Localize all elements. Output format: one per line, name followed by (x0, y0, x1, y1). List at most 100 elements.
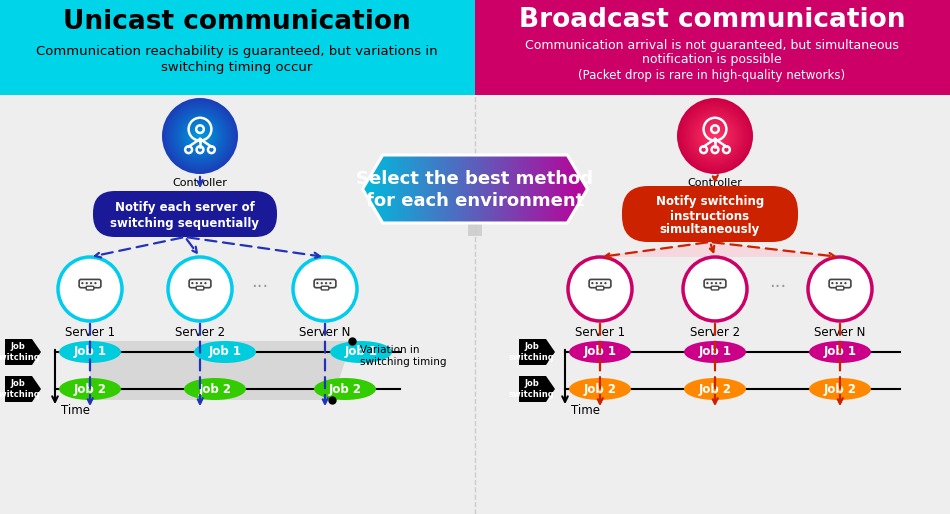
FancyBboxPatch shape (197, 286, 204, 290)
Polygon shape (595, 242, 840, 257)
Text: Time: Time (61, 405, 90, 417)
Text: Notify switching: Notify switching (656, 195, 764, 209)
FancyBboxPatch shape (622, 186, 798, 242)
Circle shape (184, 120, 216, 152)
Circle shape (316, 282, 318, 284)
Circle shape (320, 282, 323, 284)
Circle shape (191, 282, 194, 284)
FancyBboxPatch shape (79, 280, 101, 288)
Ellipse shape (330, 341, 392, 363)
Circle shape (713, 135, 716, 137)
Circle shape (682, 103, 748, 169)
Circle shape (171, 106, 229, 166)
Circle shape (164, 100, 236, 172)
Circle shape (197, 132, 203, 140)
Circle shape (189, 125, 211, 147)
Circle shape (190, 126, 210, 146)
Text: ···: ··· (770, 278, 787, 296)
Text: Variation in: Variation in (360, 345, 420, 355)
Circle shape (706, 282, 709, 284)
Circle shape (596, 282, 598, 284)
Circle shape (58, 257, 122, 321)
Circle shape (173, 109, 227, 163)
Circle shape (176, 112, 224, 160)
Circle shape (695, 116, 734, 156)
FancyBboxPatch shape (704, 280, 726, 288)
Text: Server 2: Server 2 (690, 326, 740, 340)
FancyBboxPatch shape (836, 286, 844, 290)
Circle shape (711, 282, 712, 284)
Text: Job
switching: Job switching (509, 379, 555, 399)
Circle shape (165, 102, 235, 170)
Circle shape (715, 282, 717, 284)
Text: Job
switching: Job switching (0, 342, 41, 362)
Polygon shape (5, 339, 41, 365)
FancyBboxPatch shape (829, 280, 851, 288)
Text: Job 1: Job 1 (583, 345, 617, 358)
Text: instructions: instructions (671, 210, 750, 223)
Circle shape (163, 99, 237, 173)
Ellipse shape (569, 378, 631, 400)
Text: Job 1: Job 1 (698, 345, 732, 358)
Circle shape (186, 122, 214, 150)
Circle shape (195, 131, 205, 141)
Ellipse shape (809, 341, 871, 363)
Text: Job 1: Job 1 (73, 345, 106, 358)
FancyBboxPatch shape (314, 280, 336, 288)
Text: switching timing: switching timing (360, 357, 446, 367)
Polygon shape (90, 341, 352, 400)
Circle shape (178, 114, 222, 158)
Circle shape (199, 135, 201, 137)
Text: switching timing occur: switching timing occur (162, 61, 313, 74)
Circle shape (293, 257, 357, 321)
Text: Select the best method: Select the best method (356, 170, 594, 188)
Circle shape (684, 105, 746, 167)
Circle shape (600, 282, 602, 284)
Circle shape (712, 134, 717, 138)
Circle shape (174, 111, 226, 162)
Circle shape (705, 126, 725, 146)
Circle shape (703, 124, 728, 148)
Circle shape (177, 113, 223, 159)
Circle shape (604, 282, 606, 284)
Circle shape (698, 119, 732, 153)
Circle shape (194, 130, 206, 142)
Text: switching sequentially: switching sequentially (110, 216, 259, 229)
Circle shape (196, 282, 198, 284)
Circle shape (180, 116, 219, 156)
Bar (475, 0, 950, 95)
Circle shape (86, 282, 87, 284)
Circle shape (169, 105, 231, 167)
Circle shape (82, 282, 84, 284)
Text: simultaneously: simultaneously (660, 224, 760, 236)
Circle shape (808, 257, 872, 321)
Circle shape (188, 124, 212, 148)
Text: Server 2: Server 2 (175, 326, 225, 340)
Text: (Packet drop is rare in high-quality networks): (Packet drop is rare in high-quality net… (579, 69, 846, 83)
Circle shape (568, 257, 632, 321)
Circle shape (692, 113, 738, 159)
Text: Job 2: Job 2 (583, 382, 617, 395)
Circle shape (836, 282, 838, 284)
Circle shape (681, 102, 750, 170)
Circle shape (845, 282, 846, 284)
Circle shape (693, 114, 737, 158)
Circle shape (181, 118, 219, 154)
Circle shape (708, 128, 722, 143)
Circle shape (90, 282, 92, 284)
Circle shape (200, 282, 202, 284)
Circle shape (683, 257, 747, 321)
Circle shape (94, 282, 97, 284)
Circle shape (204, 282, 206, 284)
Ellipse shape (59, 341, 121, 363)
Circle shape (690, 111, 741, 162)
Circle shape (704, 125, 726, 147)
Text: Server 1: Server 1 (65, 326, 115, 340)
Circle shape (691, 112, 739, 160)
Ellipse shape (569, 341, 631, 363)
Circle shape (683, 104, 747, 168)
Text: Time: Time (571, 405, 600, 417)
Text: Job 1: Job 1 (345, 345, 377, 358)
Text: Job
switching: Job switching (0, 379, 41, 399)
Circle shape (701, 122, 729, 150)
